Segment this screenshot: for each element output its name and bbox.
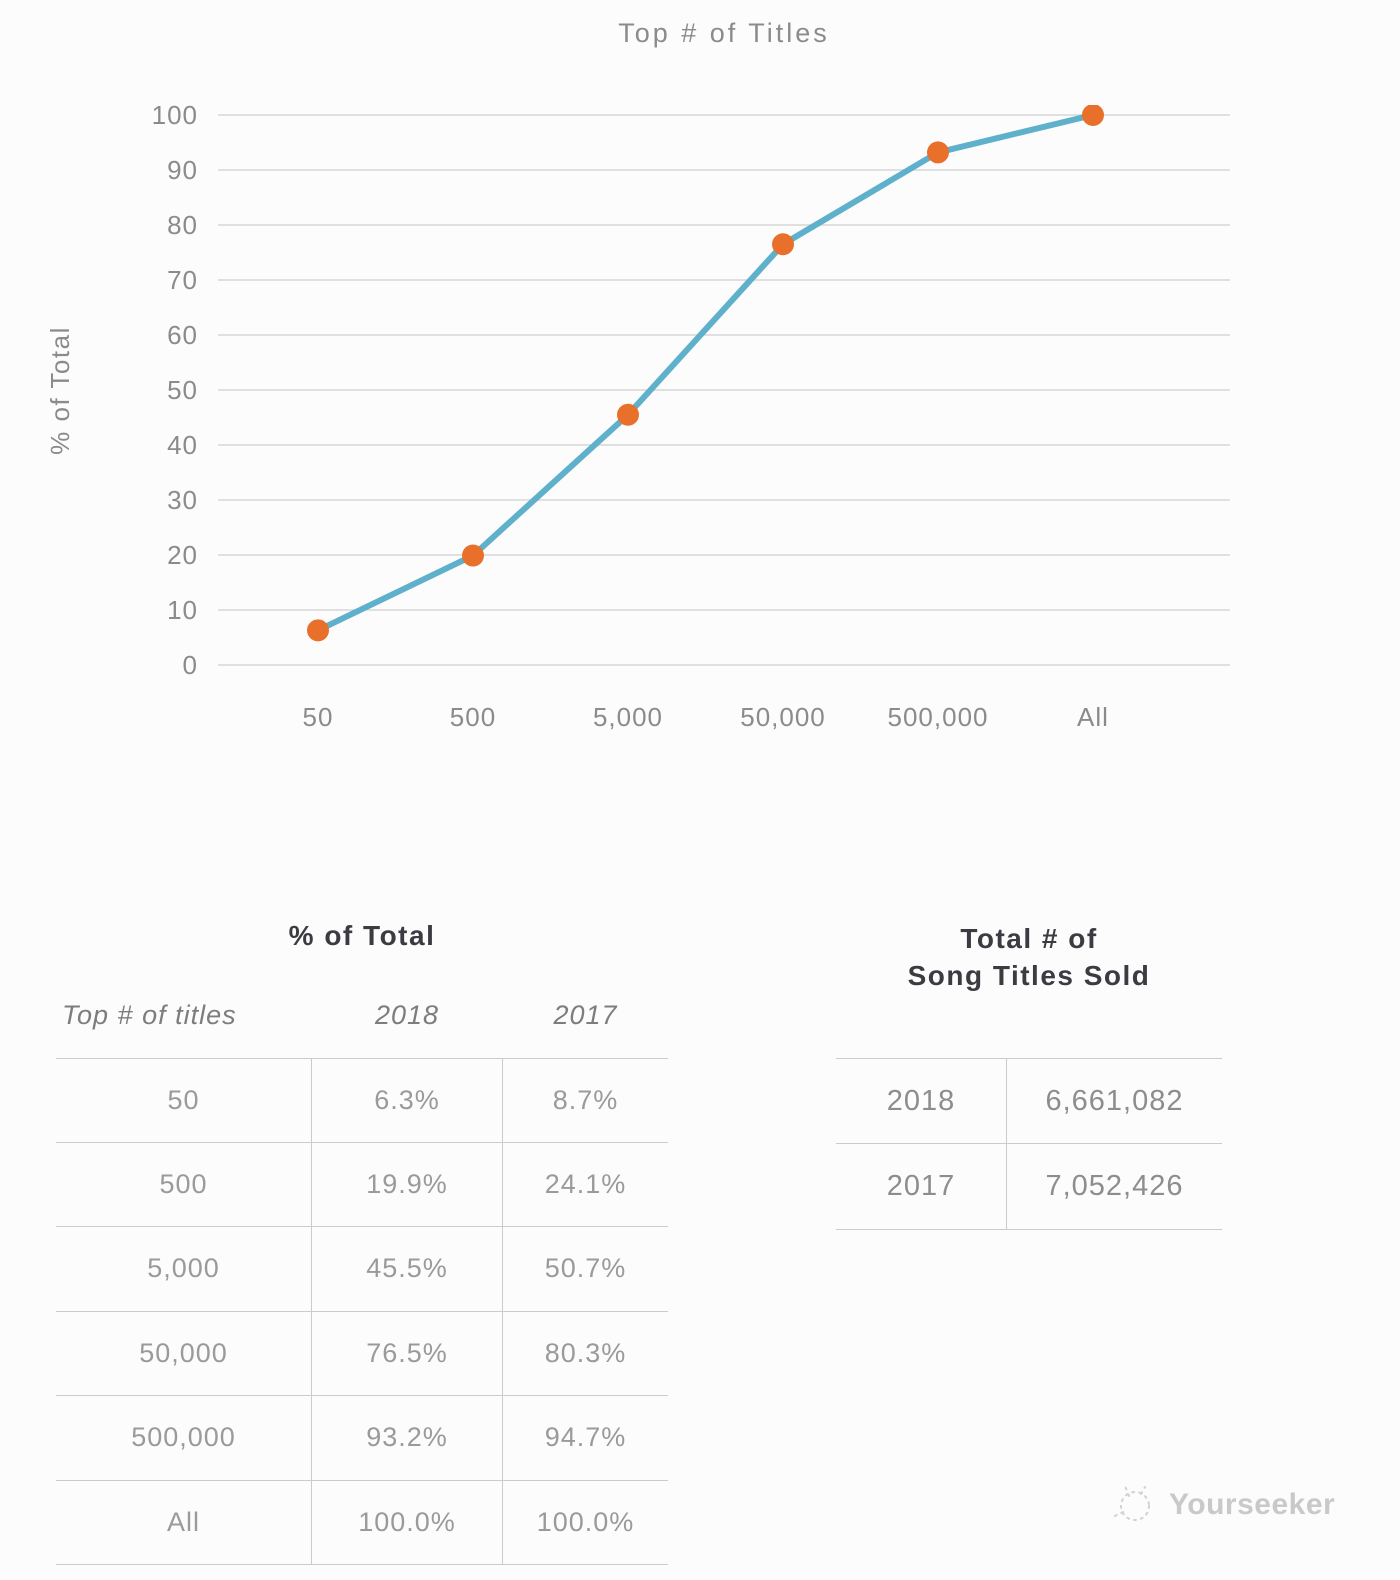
column-header-2017: 2017: [553, 1000, 618, 1030]
y-axis-title: % of Total: [44, 325, 75, 455]
percent-table-row: 5,000 45.5% 50.7%: [56, 1227, 668, 1312]
cell-2018-pct: 93.2%: [311, 1396, 503, 1480]
cell-2017-pct: 80.3%: [544, 1337, 627, 1368]
cell-2017-pct: 94.7%: [544, 1422, 627, 1453]
percent-table-header: Top # of titles 2018 2017: [56, 1000, 668, 1031]
y-tick-label-0: 0: [182, 650, 198, 680]
totals-table: 2018 6,661,082 2017 7,052,426: [836, 1058, 1222, 1230]
percent-table-title: % of Total: [288, 920, 436, 951]
y-tick-label-80: 80: [167, 210, 198, 240]
column-header-2018: 2018: [374, 1000, 440, 1030]
totals-table-row: 2017 7,052,426: [836, 1144, 1222, 1230]
totals-title-line2: Song Titles Sold: [907, 960, 1151, 991]
line-chart: [218, 105, 1230, 666]
percent-table-row: 50 6.3% 8.7%: [56, 1058, 668, 1143]
cell-2018-pct: 76.5%: [311, 1311, 503, 1395]
percent-table-row: 500 19.9% 24.1%: [56, 1142, 668, 1227]
percent-table: 50 6.3% 8.7% 500 19.9% 24.1% 5,000 45.5% 50.7% 50…: [56, 1058, 668, 1565]
x-label-50,000: 50,000: [740, 702, 826, 732]
y-tick-label-20: 20: [167, 540, 198, 570]
x-label-All: All: [1077, 702, 1109, 732]
y-tick-label-70: 70: [167, 265, 198, 295]
cell-2017-pct: 50.7%: [544, 1253, 627, 1284]
column-header-top-titles: Top # of titles: [62, 1000, 237, 1030]
totals-table-title: Total # of Song Titles Sold: [836, 920, 1222, 994]
x-label-5,000: 5,000: [592, 702, 664, 732]
cell-total-sold: 7,052,426: [1006, 1144, 1222, 1229]
cell-2017-pct: 24.1%: [544, 1168, 627, 1199]
data-point-50: [307, 619, 329, 642]
watermark: Yourseeker: [1105, 1478, 1335, 1532]
y-tick-label-30: 30: [167, 485, 198, 515]
cell-top-titles: 500,000: [131, 1422, 236, 1453]
cell-2017-pct: 100.0%: [536, 1506, 635, 1537]
watermark-text: Yourseeker: [1169, 1488, 1336, 1521]
cell-year: 2018: [886, 1084, 956, 1117]
cell-2018-pct: 6.3%: [311, 1059, 503, 1142]
cell-year: 2017: [886, 1170, 956, 1202]
y-tick-label-60: 60: [167, 320, 198, 350]
cell-top-titles: All: [166, 1506, 200, 1537]
cell-top-titles: 50,000: [139, 1337, 228, 1368]
yourseeker-logo-icon: [1110, 1485, 1150, 1521]
data-point-All: [1082, 105, 1104, 126]
x-label-500,000: 500,000: [887, 702, 989, 732]
cell-2018-pct: 19.9%: [311, 1142, 503, 1226]
cell-2018-pct: 45.5%: [311, 1227, 503, 1311]
x-label-500: 500: [449, 702, 497, 732]
data-point-5,000: [617, 403, 639, 426]
y-tick-label-10: 10: [167, 595, 198, 625]
y-tick-label-100: 100: [151, 100, 198, 130]
data-point-500: [462, 544, 484, 567]
data-point-50,000: [772, 233, 794, 256]
cell-2018-pct: 100.0%: [311, 1480, 503, 1564]
data-point-500,000: [927, 141, 949, 164]
y-tick-label-40: 40: [167, 430, 198, 460]
y-tick-label-50: 50: [167, 375, 198, 405]
cell-top-titles: 500: [159, 1168, 208, 1199]
cell-2017-pct: 8.7%: [552, 1084, 619, 1115]
totals-title-line1: Total # of: [960, 923, 1098, 954]
chart-title: Top # of Titles: [618, 18, 830, 48]
percent-table-row: 500,000 93.2% 94.7%: [56, 1396, 668, 1481]
cell-total-sold: 6,661,082: [1006, 1059, 1222, 1143]
x-label-50: 50: [302, 702, 334, 732]
percent-table-row: All 100.0% 100.0%: [56, 1480, 668, 1565]
cell-top-titles: 50: [167, 1084, 200, 1115]
totals-table-row: 2018 6,661,082: [836, 1058, 1222, 1144]
cell-top-titles: 5,000: [147, 1253, 220, 1284]
percent-table-row: 50,000 76.5% 80.3%: [56, 1311, 668, 1396]
y-tick-label-90: 90: [167, 155, 198, 185]
data-line-2018: [315, 112, 1096, 634]
